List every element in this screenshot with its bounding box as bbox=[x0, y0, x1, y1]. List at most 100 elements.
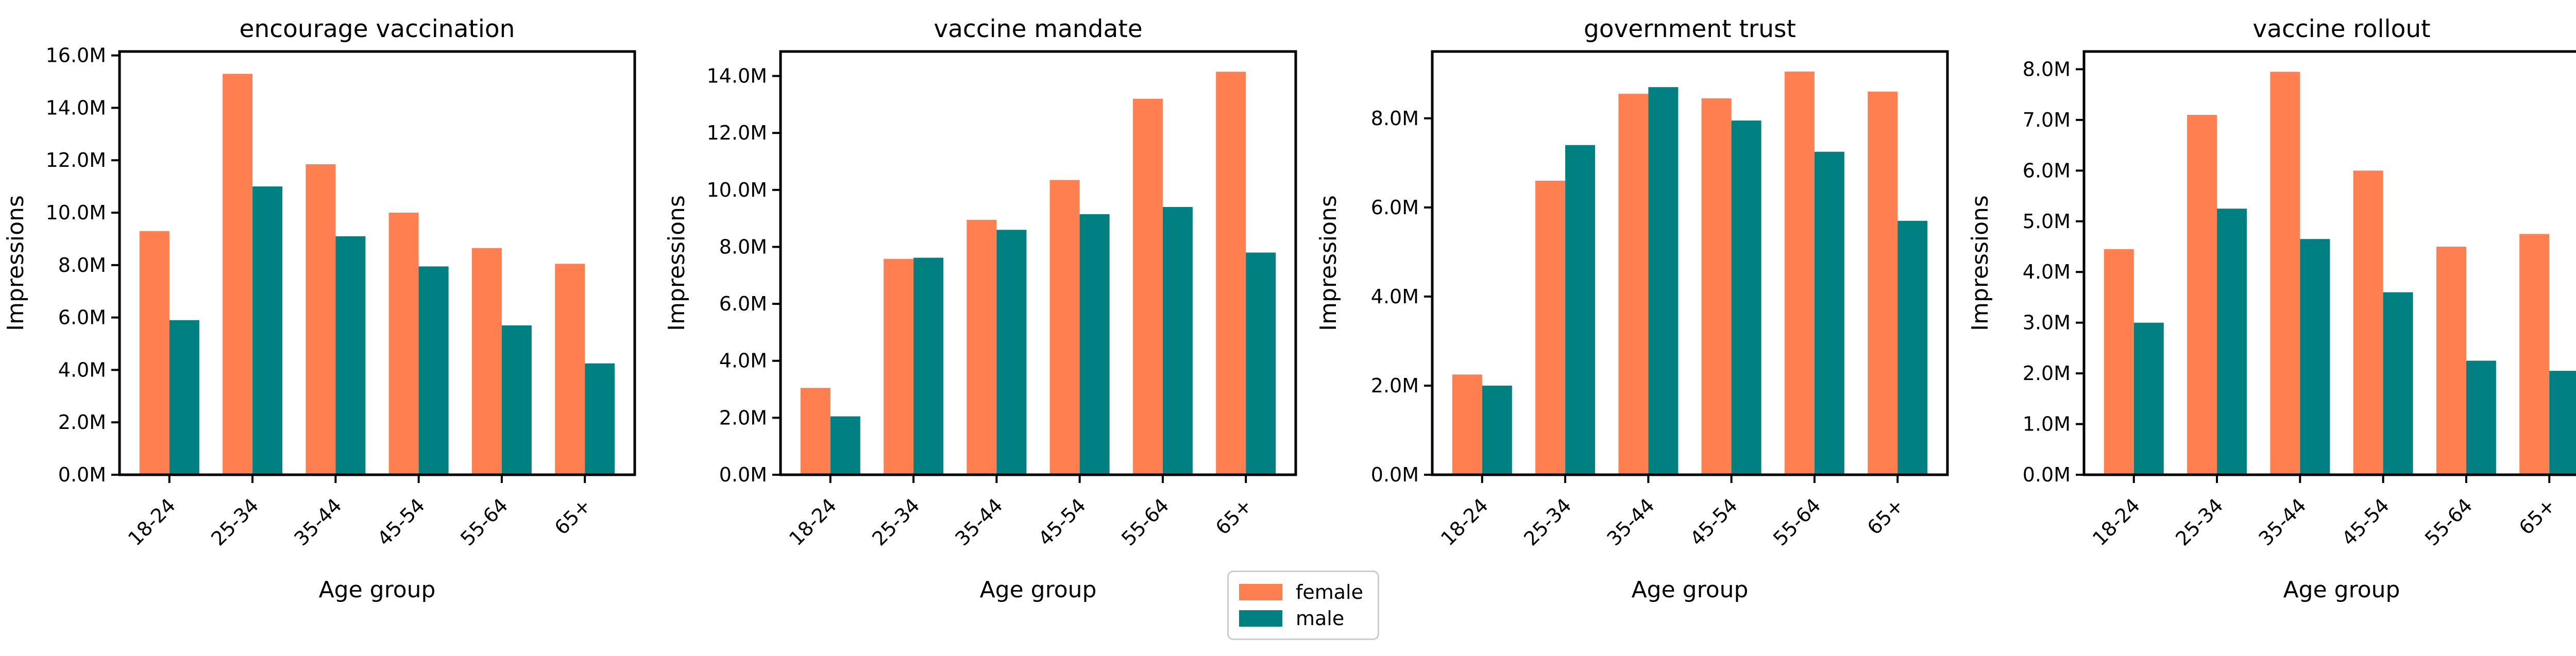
bar-male-18-24 bbox=[1482, 385, 1512, 475]
x-tick-label-vaccine-rollout: 55-64 bbox=[2420, 494, 2477, 550]
bar-female-25-34 bbox=[2187, 115, 2217, 475]
bar-female-25-34 bbox=[1535, 180, 1566, 475]
bar-female-35-44 bbox=[306, 164, 336, 475]
y-tick-label-vaccine-rollout: 7.0M bbox=[2023, 109, 2071, 131]
bar-female-45-54 bbox=[1701, 98, 1732, 475]
x-tick-label-government-trust: 18-24 bbox=[1436, 494, 1493, 550]
bar-male-25-34 bbox=[2217, 209, 2247, 475]
bar-female-65+ bbox=[555, 264, 585, 475]
y-tick-label-vaccine-rollout: 4.0M bbox=[2023, 261, 2071, 283]
x-tick-label-government-trust: 35-44 bbox=[1603, 494, 1659, 550]
bar-male-35-44 bbox=[996, 230, 1027, 475]
y-axis-label-encourage-vaccination: Impressions bbox=[3, 195, 29, 331]
y-axis-label-vaccine-mandate: Impressions bbox=[664, 195, 690, 331]
x-tick-label-vaccine-mandate: 55-64 bbox=[1117, 494, 1173, 550]
bar-female-45-54 bbox=[2353, 170, 2383, 475]
bar-female-35-44 bbox=[967, 219, 997, 475]
chart-title-government-trust: government trust bbox=[1584, 15, 1796, 43]
x-tick-label-encourage-vaccination: 55-64 bbox=[456, 494, 512, 550]
legend-entry-female: female bbox=[1239, 582, 1367, 602]
bar-female-18-24 bbox=[1452, 374, 1482, 475]
bar-male-25-34 bbox=[1565, 145, 1596, 475]
bar-male-55-64 bbox=[1814, 151, 1844, 475]
y-tick-label-encourage-vaccination: 14.0M bbox=[46, 96, 106, 119]
bar-female-18-24 bbox=[2104, 249, 2134, 475]
y-tick-label-encourage-vaccination: 2.0M bbox=[58, 411, 106, 434]
bar-male-25-34 bbox=[252, 186, 283, 475]
y-axis-label-vaccine-rollout: Impressions bbox=[1967, 195, 1993, 331]
bar-female-45-54 bbox=[1049, 180, 1080, 475]
plot-frame-encourage-vaccination bbox=[118, 50, 636, 476]
y-tick-label-vaccine-mandate: 6.0M bbox=[719, 292, 767, 315]
y-tick-label-vaccine-mandate: 4.0M bbox=[719, 350, 767, 372]
bar-male-18-24 bbox=[169, 320, 199, 475]
bar-female-55-64 bbox=[1132, 98, 1163, 475]
y-tick-label-vaccine-rollout: 6.0M bbox=[2023, 159, 2071, 182]
x-tick-label-vaccine-mandate: 45-54 bbox=[1034, 494, 1090, 550]
legend-entry-male: male bbox=[1239, 609, 1367, 628]
y-tick-label-government-trust: 6.0M bbox=[1371, 196, 1419, 219]
x-tick-label-vaccine-rollout: 65+ bbox=[2515, 494, 2560, 539]
x-axis-label-encourage-vaccination: Age group bbox=[319, 577, 436, 603]
bar-male-45-54 bbox=[2383, 292, 2413, 475]
plot-frame-government-trust bbox=[1431, 50, 1949, 476]
bar-male-55-64 bbox=[1162, 207, 1193, 475]
bar-male-65+ bbox=[1897, 220, 1928, 475]
x-tick-label-government-trust: 45-54 bbox=[1686, 494, 1742, 550]
y-axis-label-government-trust: Impressions bbox=[1315, 195, 1342, 331]
bar-male-55-64 bbox=[2466, 360, 2496, 475]
bar-female-35-44 bbox=[2270, 72, 2300, 475]
y-tick-label-government-trust: 2.0M bbox=[1371, 374, 1419, 397]
bar-male-18-24 bbox=[2133, 322, 2164, 475]
bar-female-25-34 bbox=[884, 258, 914, 475]
chart-title-encourage-vaccination: encourage vaccination bbox=[240, 15, 515, 43]
plot-frame-vaccine-rollout bbox=[2082, 50, 2576, 476]
y-tick-label-vaccine-mandate: 0.0M bbox=[719, 463, 767, 486]
x-tick-label-encourage-vaccination: 45-54 bbox=[373, 494, 429, 550]
bar-male-45-54 bbox=[418, 266, 449, 475]
legend-label-male: male bbox=[1296, 607, 1345, 630]
bar-female-55-64 bbox=[1784, 71, 1815, 475]
bar-male-35-44 bbox=[1648, 87, 1679, 475]
bar-male-45-54 bbox=[1731, 120, 1761, 475]
y-tick-label-vaccine-rollout: 5.0M bbox=[2023, 210, 2071, 233]
bar-female-35-44 bbox=[1618, 94, 1649, 475]
y-tick-label-vaccine-mandate: 14.0M bbox=[707, 65, 767, 88]
y-tick-label-government-trust: 4.0M bbox=[1371, 285, 1419, 308]
bar-male-35-44 bbox=[2300, 239, 2330, 475]
legend: female male bbox=[1227, 571, 1379, 640]
bar-male-45-54 bbox=[1079, 214, 1110, 475]
y-tick-label-encourage-vaccination: 12.0M bbox=[46, 149, 106, 171]
bar-female-45-54 bbox=[388, 213, 419, 475]
x-tick-label-encourage-vaccination: 65+ bbox=[550, 494, 596, 539]
bar-male-18-24 bbox=[830, 416, 860, 475]
x-tick-label-vaccine-rollout: 18-24 bbox=[2088, 494, 2144, 550]
bar-male-65+ bbox=[585, 363, 615, 475]
bar-female-55-64 bbox=[2436, 247, 2466, 475]
y-tick-label-vaccine-mandate: 12.0M bbox=[707, 122, 767, 144]
chart-title-vaccine-mandate: vaccine mandate bbox=[934, 15, 1142, 43]
bar-female-55-64 bbox=[471, 248, 502, 475]
bar-female-65+ bbox=[2519, 234, 2550, 475]
bar-male-65+ bbox=[2549, 371, 2576, 475]
bar-male-25-34 bbox=[913, 257, 944, 475]
x-tick-label-encourage-vaccination: 18-24 bbox=[124, 494, 180, 550]
x-axis-label-government-trust: Age group bbox=[1632, 577, 1749, 603]
x-tick-label-vaccine-rollout: 35-44 bbox=[2255, 494, 2311, 550]
y-tick-label-vaccine-mandate: 10.0M bbox=[707, 179, 767, 201]
x-tick-label-government-trust: 25-34 bbox=[1519, 494, 1575, 550]
bar-male-55-64 bbox=[501, 325, 532, 475]
bar-male-65+ bbox=[1246, 252, 1276, 475]
plot-frame-vaccine-mandate bbox=[779, 50, 1297, 476]
y-tick-label-vaccine-rollout: 3.0M bbox=[2023, 312, 2071, 334]
x-tick-label-vaccine-rollout: 45-54 bbox=[2337, 494, 2394, 550]
y-tick-label-encourage-vaccination: 10.0M bbox=[46, 201, 106, 224]
x-axis-label-vaccine-rollout: Age group bbox=[2283, 577, 2400, 603]
y-tick-label-vaccine-rollout: 8.0M bbox=[2023, 58, 2071, 80]
y-tick-label-vaccine-rollout: 2.0M bbox=[2023, 362, 2071, 385]
x-axis-label-vaccine-mandate: Age group bbox=[980, 577, 1097, 603]
legend-swatch-female bbox=[1239, 583, 1282, 600]
y-tick-label-encourage-vaccination: 0.0M bbox=[58, 463, 106, 486]
bar-female-18-24 bbox=[139, 231, 170, 475]
